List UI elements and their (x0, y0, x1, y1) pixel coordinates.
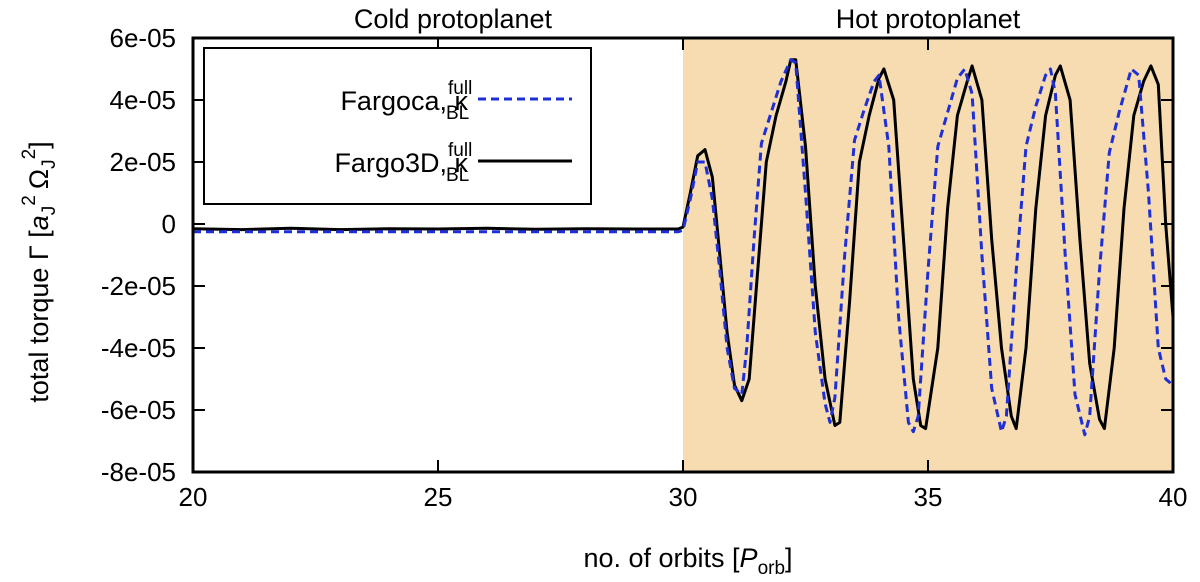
x-axis-label-prefix: no. of orbits [ (583, 543, 740, 573)
x-tick-label: 25 (424, 482, 453, 512)
x-axis-label: no. of orbits [Porb] (583, 543, 792, 579)
y-axis-label: total torque Γ [aJ2ΩJ2] (19, 141, 60, 402)
y-tick-label: -4e-05 (101, 333, 176, 363)
x-axis-label-symbol: P (740, 543, 758, 573)
x-tick-label: 35 (914, 482, 943, 512)
x-tick-label: 40 (1159, 482, 1188, 512)
legend-fargoca-sup: full (448, 78, 472, 99)
plot-frame (191, 36, 1175, 474)
legend-label-fargoca: Fargoca, κ (340, 86, 468, 116)
y-axis-label-omega-sup: 2 (19, 149, 40, 160)
x-tick-label: 30 (669, 482, 698, 512)
y-axis-label-text: total torque Γ [ (24, 230, 54, 403)
y-tick-label: 2e-05 (110, 147, 177, 177)
cold-region-label: Cold protoplanet (354, 4, 553, 34)
legend: Fargoca, κ full BL Fargo3D, κ full BL (203, 47, 592, 205)
legend-label-fargo3d: Fargo3D, κ (334, 148, 468, 178)
y-axis-label-omega-sub: J (39, 159, 60, 169)
series-layer (192, 58, 1175, 437)
x-tick-label: 20 (179, 482, 208, 512)
y-tick-label: 4e-05 (110, 85, 177, 115)
y-axis-label-a-sup: 2 (19, 195, 40, 206)
y-tick-label: -2e-05 (101, 271, 176, 301)
legend-fargo3d-sup: full (448, 140, 472, 161)
y-tick-label: 6e-05 (110, 23, 177, 53)
legend-box (203, 47, 592, 205)
series-line-fargoca (193, 58, 1174, 437)
y-axis-label-a: a (24, 215, 54, 230)
x-axis-label-suffix: ] (785, 543, 793, 573)
y-axis-label-close: ] (24, 141, 54, 149)
y-tick-label: 0 (162, 209, 176, 239)
y-tick-labels: -8e-05 -6e-05 -4e-05 -2e-05 0 2e-05 4e-05 6e-05 (101, 23, 176, 487)
y-tick-label: -8e-05 (101, 457, 176, 487)
hot-region-label: Hot protoplanet (836, 4, 1021, 34)
legend-fargoca-sub: BL (446, 103, 469, 124)
legend-label-fargo3d-text: Fargo3D, κ (334, 148, 468, 178)
y-axis-label-a-sub: J (39, 206, 60, 216)
y-axis-label-omega: Ω (24, 169, 54, 189)
legend-fargo3d-sub: BL (446, 165, 469, 186)
x-axis-label-subscript: orb (758, 558, 785, 579)
x-tick-labels: 20 25 30 35 40 (179, 482, 1188, 512)
legend-label-fargoca-text: Fargoca, κ (340, 86, 468, 116)
y-tick-label: -6e-05 (101, 395, 176, 425)
